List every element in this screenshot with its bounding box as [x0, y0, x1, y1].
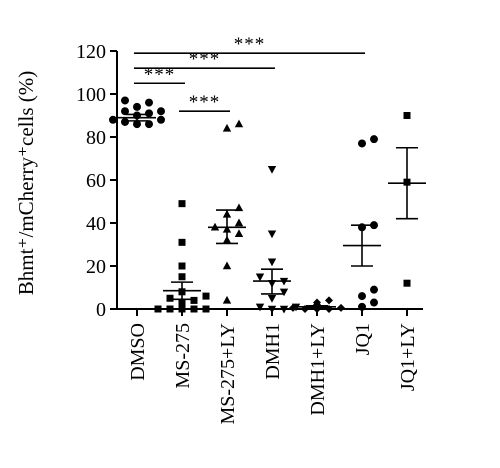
sig-bracket: *** [179, 92, 230, 113]
data-point [267, 166, 277, 174]
data-point [121, 96, 129, 105]
mean-sem-ms-275 [163, 281, 201, 301]
data-point [267, 230, 277, 239]
data-point [178, 273, 186, 281]
data-point [178, 305, 186, 313]
data-point [234, 119, 244, 128]
x-tick-label: MS-275+LY [217, 323, 239, 425]
x-axis: DMSO MS-275 MS-275+LY DMH1 DMH1+LY JQ1 JQ1+LY [117, 308, 423, 425]
data-point [403, 112, 411, 119]
mean-sem-dmh1-ly [298, 304, 336, 310]
mean-sem-dmso [118, 113, 156, 122]
y-tick-label: 0 [96, 299, 106, 321]
data-point [133, 120, 141, 129]
y-tick-label: 20 [86, 256, 106, 278]
mean-sem-jq1 [343, 224, 381, 267]
data-point [145, 120, 153, 129]
sig-bracket: *** [134, 64, 185, 85]
y-tick-label: 40 [86, 213, 106, 235]
data-point [370, 135, 378, 144]
x-tick-label: DMSO [127, 323, 149, 381]
sig-bracket: *** [134, 34, 365, 55]
group-jq1 [358, 135, 378, 311]
data-point [145, 98, 153, 107]
y-tick-label: 120 [76, 41, 106, 63]
data-point [403, 279, 411, 287]
significance-brackets: *** *** *** *** [134, 34, 365, 113]
sig-label: *** [144, 64, 176, 85]
data-point [178, 238, 186, 246]
y-axis: 0 20 40 60 80 100 120 [76, 41, 118, 321]
data-point [234, 218, 244, 227]
y-tick-label: 60 [86, 170, 106, 192]
data-point [267, 295, 277, 303]
data-point [222, 261, 232, 270]
data-point [190, 296, 198, 304]
group-dmso [109, 96, 165, 129]
data-point [154, 305, 162, 313]
data-point [279, 288, 289, 297]
data-point [370, 221, 378, 230]
data-point [234, 203, 244, 212]
data-point [337, 303, 345, 312]
x-tick-label: JQ1 [352, 323, 374, 355]
data-point [234, 229, 244, 237]
data-point [289, 303, 297, 312]
x-tick-label: DMH1 [262, 323, 284, 380]
mean-sem-ms-275-ly [208, 209, 246, 245]
data-point [133, 102, 141, 111]
y-tick-label: 80 [86, 127, 106, 149]
x-tick-label: MS-275 [172, 323, 194, 389]
mean-sem-bars [118, 113, 426, 310]
data-point [358, 139, 366, 148]
x-tick-label: JQ1+LY [397, 323, 419, 391]
data-point [222, 123, 232, 132]
y-tick-label: 100 [76, 84, 106, 106]
sig-label: *** [189, 92, 221, 113]
data-point [157, 115, 165, 124]
data-point [279, 305, 289, 314]
data-point [255, 273, 265, 282]
data-point [145, 109, 153, 118]
mean-sem-dmh1 [253, 268, 291, 295]
data-point [190, 305, 198, 313]
data-point [157, 107, 165, 116]
mean-sem-jq1-ly [388, 146, 426, 220]
data-point [222, 295, 232, 304]
data-point [358, 292, 366, 301]
data-point [166, 305, 174, 313]
data-point [178, 262, 186, 270]
data-point [202, 292, 210, 300]
data-point [109, 115, 117, 124]
sig-label: *** [234, 34, 266, 55]
data-point [121, 117, 129, 126]
data-point [267, 305, 277, 314]
data-point [255, 303, 265, 312]
y-axis-title: Bhmt⁺/mCherry⁺cells (%) [14, 71, 38, 296]
data-point [358, 302, 366, 311]
group-dmh1 [255, 166, 301, 314]
data-point [178, 200, 186, 208]
x-tick-label: DMH1+LY [307, 323, 329, 416]
data-point [370, 298, 378, 307]
data-point [166, 294, 174, 302]
sig-label: *** [189, 49, 221, 70]
data-point [202, 305, 210, 313]
sig-bracket: *** [134, 49, 275, 70]
data-point [325, 296, 333, 305]
data-point [267, 258, 277, 267]
data-point [121, 107, 129, 116]
data-point [370, 285, 378, 294]
